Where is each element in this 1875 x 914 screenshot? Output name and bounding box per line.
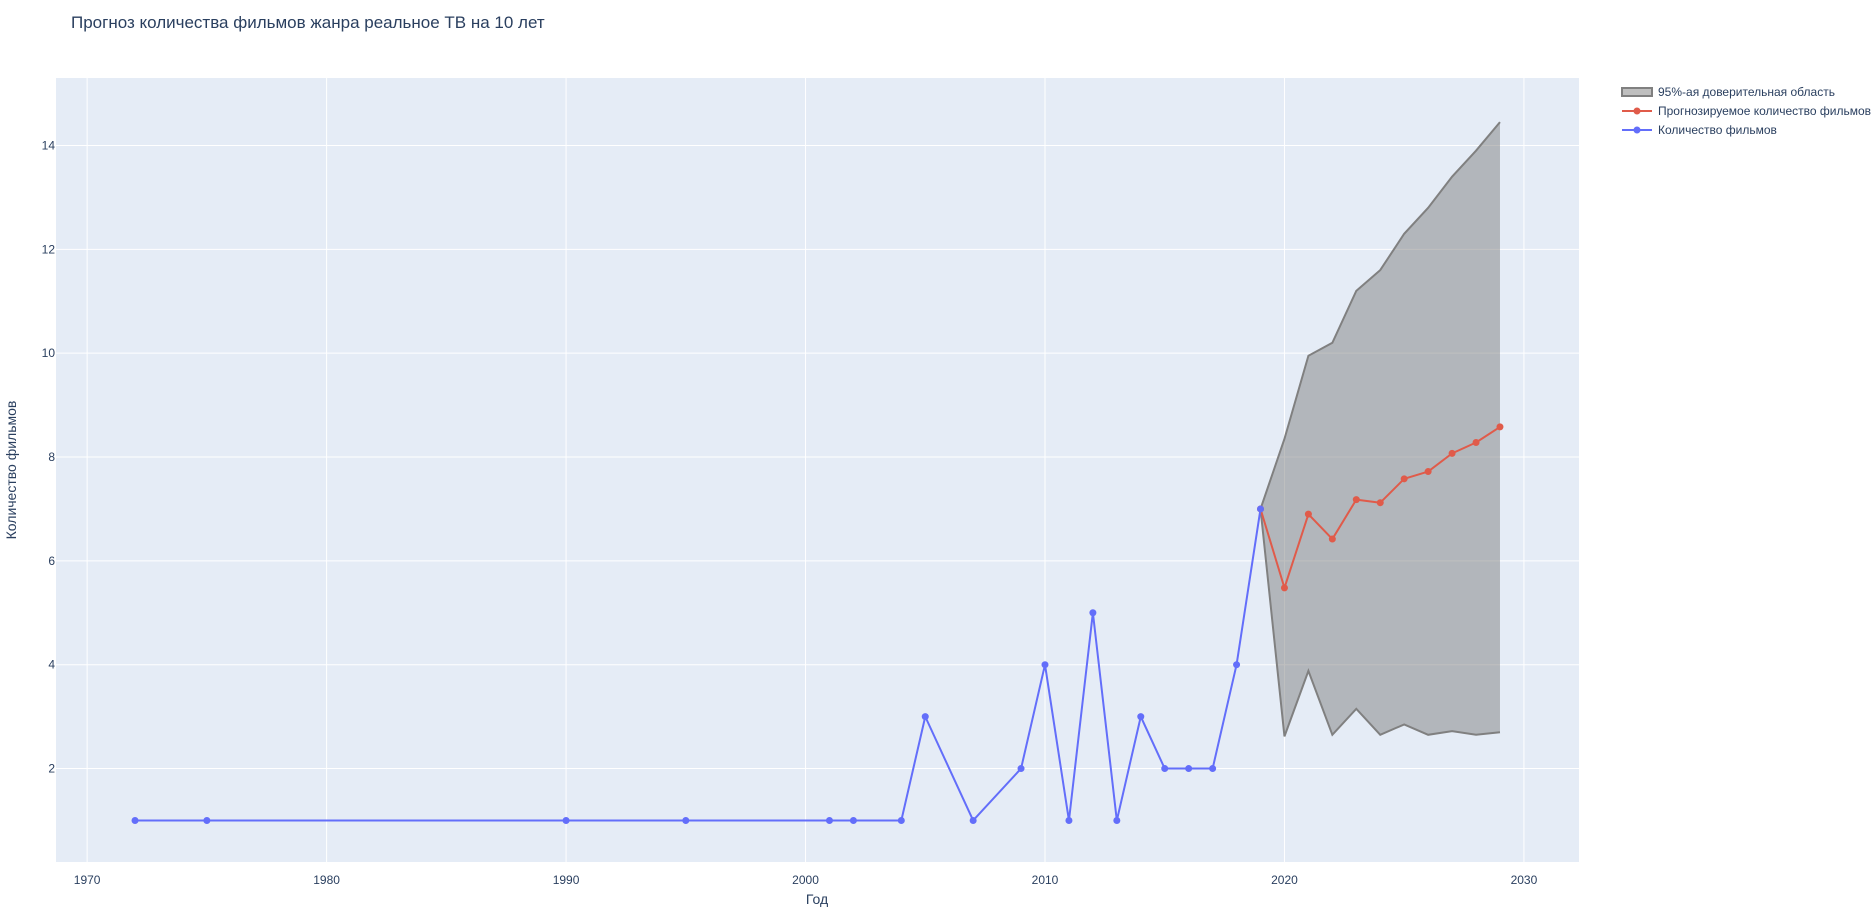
data-point[interactable]	[1113, 816, 1121, 824]
x-tick-label: 2010	[1032, 873, 1059, 887]
legend-swatch	[1621, 87, 1653, 97]
data-point[interactable]	[1041, 661, 1049, 669]
x-tick-label: 2030	[1511, 873, 1538, 887]
data-point[interactable]	[1448, 449, 1456, 457]
data-point[interactable]	[1400, 475, 1408, 483]
legend-marker	[1633, 126, 1641, 134]
legend-label: 95%-ая доверительная область	[1658, 85, 1835, 99]
x-tick-label: 1970	[74, 873, 101, 887]
legend-item-1[interactable]: Прогнозируемое количество фильмов	[1622, 104, 1871, 118]
data-point[interactable]	[1161, 765, 1169, 773]
confidence-band	[1259, 121, 1501, 737]
legend-label: Прогнозируемое количество фильмов	[1658, 104, 1871, 118]
data-point[interactable]	[1065, 816, 1073, 824]
data-point[interactable]	[1089, 609, 1097, 617]
data-point[interactable]	[849, 816, 857, 824]
data-point[interactable]	[1017, 765, 1025, 773]
y-tick-label: 10	[42, 346, 56, 360]
data-point[interactable]	[203, 816, 211, 824]
x-tick-label: 1990	[553, 873, 580, 887]
data-point[interactable]	[825, 816, 833, 824]
data-point[interactable]	[1376, 499, 1384, 507]
data-point[interactable]	[1472, 438, 1480, 446]
confidence-upper-line	[1259, 121, 1501, 510]
legend-marker	[1633, 107, 1641, 115]
data-point[interactable]	[1280, 584, 1288, 592]
data-point[interactable]	[1185, 765, 1193, 773]
y-tick-label: 2	[48, 762, 55, 776]
tick-labels: 1970 1980 1990 2000 2010 2020 2030 2 4 6 8 10 12 14	[42, 138, 1538, 886]
legend-item-2[interactable]: Количество фильмов	[1622, 123, 1777, 137]
data-point[interactable]	[1209, 765, 1217, 773]
series-markers	[131, 423, 1504, 824]
data-point[interactable]	[1328, 535, 1336, 543]
data-point[interactable]	[1496, 423, 1504, 431]
y-axis-title: Количество фильмов	[3, 401, 19, 540]
data-point[interactable]	[897, 816, 905, 824]
data-point[interactable]	[921, 713, 929, 721]
y-tick-label: 8	[48, 450, 55, 464]
y-tick-label: 14	[42, 138, 56, 152]
legend-item-0[interactable]: 95%-ая доверительная область	[1621, 85, 1835, 99]
legend-label: Количество фильмов	[1658, 123, 1777, 137]
data-point[interactable]	[969, 816, 977, 824]
data-point[interactable]	[1233, 661, 1241, 669]
x-tick-label: 1980	[313, 873, 340, 887]
data-point[interactable]	[1352, 496, 1360, 504]
confidence-band-area	[1260, 122, 1500, 737]
x-tick-label: 2020	[1271, 873, 1298, 887]
data-point[interactable]	[1424, 468, 1432, 476]
series-line-2	[135, 508, 1262, 822]
data-point[interactable]	[1304, 510, 1312, 518]
legend[interactable]: 95%-ая доверительная область Прогнозируем…	[1621, 85, 1871, 137]
data-point[interactable]	[682, 816, 690, 824]
data-point[interactable]	[131, 816, 139, 824]
x-axis-title: Год	[806, 891, 828, 907]
y-tick-label: 4	[48, 658, 55, 672]
y-tick-label: 12	[42, 242, 56, 256]
x-tick-label: 2000	[792, 873, 819, 887]
chart-title: Прогноз количества фильмов жанра реально…	[71, 13, 545, 32]
confidence-lower-line	[1259, 508, 1501, 737]
data-point[interactable]	[562, 816, 570, 824]
data-point[interactable]	[1257, 505, 1265, 513]
y-tick-label: 6	[48, 554, 55, 568]
data-point[interactable]	[1137, 713, 1145, 721]
